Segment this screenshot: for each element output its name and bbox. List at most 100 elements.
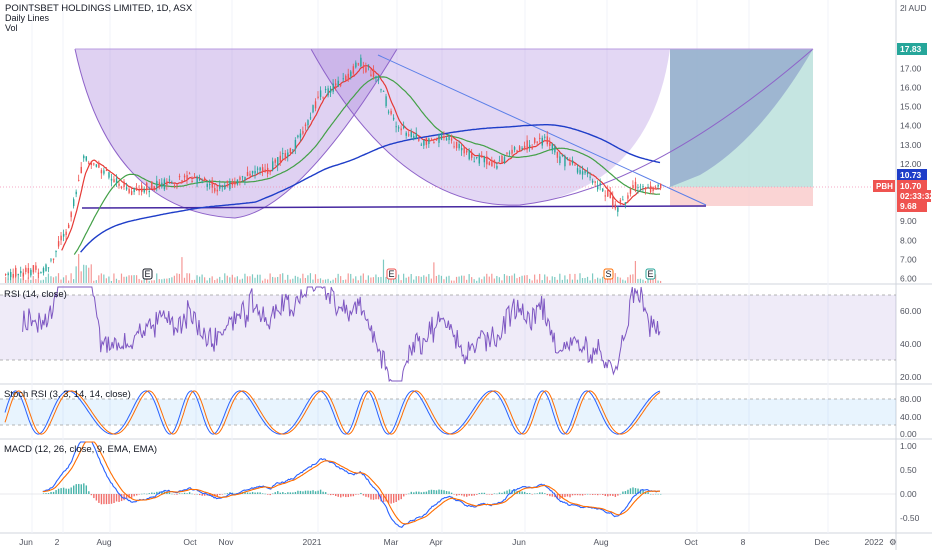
candle-body [652,187,654,192]
macd-histogram-bar [256,492,259,494]
candle-body [50,259,52,261]
volume-bar [327,278,329,283]
candle-body [478,154,481,164]
stoch-title: Stoch RSI (3, 3, 14, 14, close) [4,389,131,400]
candle-body [576,168,579,173]
volume-bar [660,280,662,283]
event-marker-1[interactable]: E [386,268,397,280]
volume-bar [433,262,435,283]
macd-histogram-bar [294,491,297,494]
chart-title: POINTSBET HOLDINGS LIMITED, 1D, ASX [5,3,193,14]
volume-bar [123,276,125,283]
time-axis-label: 2022 [865,537,884,547]
macd-histogram-bar [619,493,622,495]
candle-body [45,264,47,272]
candle-body [304,124,307,126]
macd-histogram-bar [609,494,612,496]
macd-histogram-bar [657,493,659,495]
candle-body [115,178,118,183]
macd-histogram-bar [312,490,314,494]
volume-bar [319,278,322,283]
candle-body [380,89,382,91]
volume-bar [581,278,584,283]
volume-bar [168,278,170,283]
volume-bar [357,280,359,283]
macd-histogram-bar [302,491,304,494]
candle-body [531,146,533,149]
volume-bar [264,278,266,283]
volume-bar [226,275,228,283]
macd-histogram-bar [473,494,475,496]
candle-body [400,128,402,131]
volume-bar [17,279,19,283]
macd-histogram-bar [478,493,481,494]
candle-body [619,199,622,204]
candle-body [151,181,153,189]
candle-body [612,196,614,206]
candle-body [395,126,397,128]
volume-bar [52,277,55,283]
macd-histogram-bar [332,494,334,495]
volume-bar [30,279,32,283]
volume-bar [541,280,543,283]
stoch-d-line [4,390,661,435]
macd-histogram-bar [108,494,110,504]
macd-histogram-bar [556,494,559,500]
event-marker-0[interactable]: E [142,268,153,280]
candle-body [193,176,196,178]
macd-histogram-bar [400,494,402,500]
rsi-axis-tick: 60.00 [900,306,922,316]
candle-body [168,179,171,181]
candle-body [440,132,443,140]
volume-bar [125,276,128,283]
event-marker-label: E [388,269,394,279]
macd-histogram-bar [60,488,62,494]
candle-body [443,136,445,138]
volume-bar [55,276,57,283]
candle-body [98,163,100,168]
macd-histogram-bar [624,491,627,494]
macd-histogram-bar [65,488,67,494]
volume-bar [78,253,80,283]
macd-histogram-bar [103,494,105,505]
volume-bar [337,273,339,283]
volume-bar [105,278,107,283]
ma-long-line [80,124,661,253]
event-marker-3[interactable]: E [645,268,656,280]
volume-bar [196,275,198,283]
candle-body [299,133,302,138]
stoch-axis-tick: 80.00 [900,394,922,404]
candle-body [224,185,226,190]
volume-bar [294,275,296,283]
volume-bar [410,274,412,283]
candle-body [486,156,488,165]
volume-bar [549,280,551,283]
volume-bar [214,280,216,283]
macd-histogram-bar [561,494,564,499]
event-marker-2[interactable]: S [603,268,614,280]
macd-histogram-bar [569,494,571,498]
candle-body [360,57,362,67]
candle-body [433,142,435,144]
candle-body [57,241,60,247]
candle-body [387,111,390,113]
macd-histogram-bar [176,494,178,495]
volume-bar [161,279,163,283]
candle-body [173,185,176,187]
volume-bar [483,276,485,283]
candle-body [272,161,274,171]
macd-histogram-bar [284,493,287,494]
macd-histogram-bar [375,494,377,500]
rsi-band [0,295,896,360]
volume-bar [332,279,334,283]
volume-bar [198,276,201,283]
macd-histogram-bar [503,491,506,494]
candle-body [375,76,377,79]
candle-body [108,172,110,178]
volume-bar [80,271,82,283]
candle-body [556,152,559,158]
macd-histogram-bar [153,492,156,494]
macd-histogram-bar [496,493,498,495]
candle-body [657,184,659,187]
